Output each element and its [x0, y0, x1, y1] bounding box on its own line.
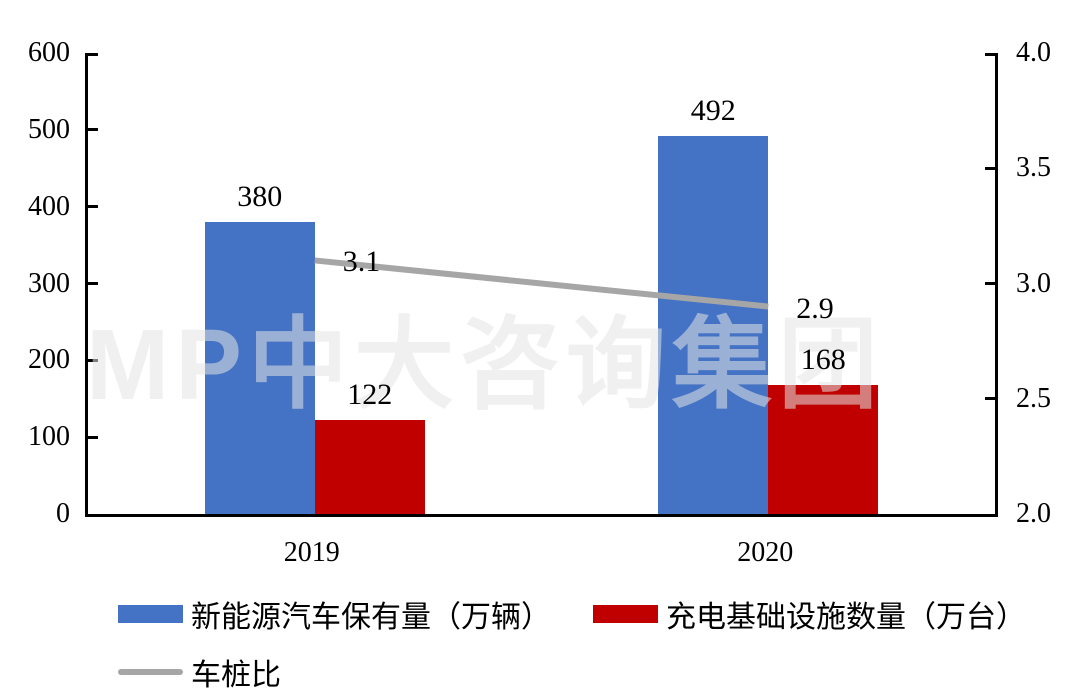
bar — [768, 384, 879, 514]
right-axis-tick-label: 4.0 — [1016, 37, 1051, 68]
left-axis-tick — [88, 282, 98, 285]
bar — [314, 420, 425, 514]
left-axis-tick — [88, 205, 98, 209]
left-axis-tick — [88, 435, 98, 439]
bar-value-label: 122 — [347, 378, 393, 412]
legend-line-swatch — [118, 669, 183, 675]
line-value-label: 2.9 — [796, 291, 834, 325]
right-axis-tick — [985, 397, 995, 401]
left-axis-tick-label: 100 — [28, 421, 70, 453]
left-axis-tick-label: 200 — [28, 344, 70, 376]
legend-label: 车桩比 — [191, 659, 281, 689]
right-axis-tick — [985, 53, 995, 56]
plot-area: 380 492 122 168 3.1 2.9 — [85, 53, 998, 517]
bar-value-label: 492 — [690, 93, 736, 127]
legend-bar-swatch — [118, 605, 183, 623]
x-axis-label: 2020 — [737, 537, 794, 568]
legend-row: 车桩比 — [118, 650, 1068, 689]
left-axis-tick — [88, 53, 98, 56]
legend-label: 充电基础设施数量（万台） — [666, 601, 1026, 634]
bar-value-label: 380 — [237, 180, 283, 214]
right-axis-tick — [985, 282, 995, 285]
trend-line — [314, 257, 769, 310]
legend-item: 新能源汽车保有量（万辆） — [118, 592, 551, 636]
legend: 新能源汽车保有量（万辆） 充电基础设施数量（万台） 车桩比 — [118, 592, 1068, 689]
right-axis-tick — [985, 166, 995, 170]
line-value-label: 3.1 — [342, 245, 381, 279]
legend-row: 新能源汽车保有量（万辆） 充电基础设施数量（万台） — [118, 592, 1068, 636]
left-axis-tick-label: 400 — [28, 190, 70, 222]
left-axis-tick-label: 600 — [28, 37, 70, 68]
bar — [204, 222, 315, 514]
legend-label: 新能源汽车保有量（万辆） — [191, 601, 551, 634]
legend-item: 充电基础设施数量（万台） — [593, 592, 1026, 636]
left-axis-tick — [88, 128, 98, 132]
right-axis-tick-label: 3.5 — [1016, 152, 1051, 184]
left-axis-tick — [88, 358, 98, 362]
bar — [658, 135, 769, 514]
right-axis-tick-label: 2.0 — [1016, 498, 1051, 529]
left-axis-tick-label: 0 — [56, 498, 70, 529]
right-axis-tick-label: 3.0 — [1016, 267, 1051, 299]
left-axis-tick-label: 300 — [28, 267, 70, 299]
legend-bar-swatch — [593, 605, 658, 623]
left-axis-tick-label: 500 — [28, 113, 70, 145]
legend-item: 车桩比 — [118, 650, 281, 689]
bar-value-label: 168 — [800, 342, 846, 376]
right-axis-tick-label: 2.5 — [1016, 382, 1051, 414]
x-axis-label: 2019 — [283, 537, 340, 568]
